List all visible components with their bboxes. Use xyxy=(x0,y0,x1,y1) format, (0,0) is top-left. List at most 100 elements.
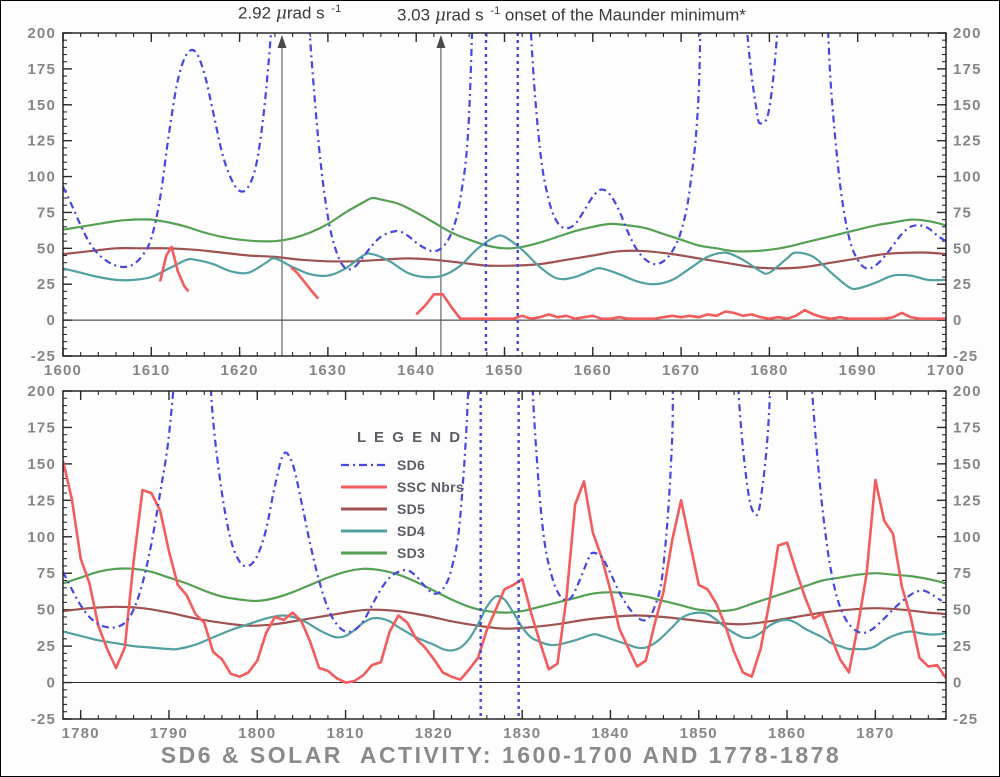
svg-text:1660: 1660 xyxy=(574,362,612,379)
svg-text:200: 200 xyxy=(953,383,982,400)
svg-text:175: 175 xyxy=(27,419,56,436)
svg-text:50: 50 xyxy=(37,240,56,257)
series-sd4 xyxy=(63,594,946,652)
svg-text:1860: 1860 xyxy=(768,725,806,742)
svg-text:1870: 1870 xyxy=(856,725,894,742)
legend-item-sd6: SD6 xyxy=(339,454,509,476)
series-ssc-nbrs xyxy=(63,460,946,684)
series-sd6 xyxy=(63,33,474,271)
mu-symbol: μ xyxy=(434,5,446,26)
svg-text:50: 50 xyxy=(37,602,56,619)
svg-text:200: 200 xyxy=(953,25,982,42)
series-sd5 xyxy=(63,247,946,270)
svg-text:25: 25 xyxy=(953,276,972,293)
series-sd6 xyxy=(531,391,943,635)
svg-text:50: 50 xyxy=(953,602,972,619)
legend: L E G E N D SD6 SSC Nbrs SD5 SD4 SD3 xyxy=(339,429,509,564)
series-ssc-nbrs xyxy=(289,266,320,300)
svg-text:125: 125 xyxy=(27,492,56,509)
svg-text:125: 125 xyxy=(953,492,982,509)
svg-text:175: 175 xyxy=(953,419,982,436)
svg-text:1840: 1840 xyxy=(591,725,629,742)
svg-text:1630: 1630 xyxy=(309,362,347,379)
chart-title: SD6 & SOLAR ACTIVITY: 1600-1700 AND 1778… xyxy=(160,742,842,768)
annotation-value: 3.03 xyxy=(397,5,435,25)
legend-line-sample xyxy=(341,551,387,555)
svg-text:125: 125 xyxy=(953,133,982,150)
svg-text:1700: 1700 xyxy=(927,362,965,379)
svg-text:0: 0 xyxy=(953,312,963,329)
series-group xyxy=(63,33,946,320)
svg-text:-25: -25 xyxy=(31,348,56,365)
legend-label: SSC Nbrs xyxy=(397,479,464,495)
svg-text:1810: 1810 xyxy=(326,725,364,742)
svg-text:75: 75 xyxy=(953,204,972,221)
legend-line-sample xyxy=(341,463,387,467)
svg-text:0: 0 xyxy=(46,675,56,692)
axis-ticks xyxy=(62,32,947,357)
legend-item-ssc-nbrs: SSC Nbrs xyxy=(339,476,509,498)
svg-text:1600: 1600 xyxy=(44,362,82,379)
svg-text:150: 150 xyxy=(27,456,56,473)
series-sd5 xyxy=(63,605,946,630)
svg-text:100: 100 xyxy=(27,169,56,186)
svg-text:25: 25 xyxy=(953,638,972,655)
svg-text:1830: 1830 xyxy=(503,725,541,742)
svg-text:1680: 1680 xyxy=(750,362,788,379)
svg-text:0: 0 xyxy=(46,312,56,329)
annotation-value: 2.92 xyxy=(238,3,276,23)
panel-frame xyxy=(62,390,947,720)
svg-text:50: 50 xyxy=(953,240,972,257)
svg-text:175: 175 xyxy=(27,61,56,78)
series-ssc-nbrs xyxy=(415,293,946,320)
legend-line-sample xyxy=(341,507,387,511)
svg-text:75: 75 xyxy=(953,565,972,582)
legend-label: SD5 xyxy=(397,501,426,517)
mu-symbol: μ xyxy=(275,3,287,24)
legend-item-sd5: SD5 xyxy=(339,498,509,520)
svg-text:175: 175 xyxy=(953,61,982,78)
svg-text:1850: 1850 xyxy=(680,725,718,742)
panel-frame xyxy=(62,32,947,357)
legend-item-sd3: SD3 xyxy=(339,542,509,564)
annotation-rotation-rate-2: 3.03 μrad s -1 onset of the Maunder mini… xyxy=(397,5,746,26)
legend-item-sd4: SD4 xyxy=(339,520,509,542)
top-panel: 1600 1610 1620 1630 1640 1650 1660 1670 1680 1690… xyxy=(27,25,982,379)
legend-title: L E G E N D xyxy=(357,429,463,446)
annotation-exponent: -1 xyxy=(331,3,342,15)
svg-text:150: 150 xyxy=(953,97,982,114)
annotation-exponent: -1 xyxy=(490,5,501,17)
series-ssc-nbrs xyxy=(158,245,190,293)
svg-text:25: 25 xyxy=(37,638,56,655)
bottom-panel: 1780 1790 1800 1810 1820 1830 1840 1850 1860 1870… xyxy=(27,383,982,742)
series-sd3 xyxy=(63,567,946,614)
svg-text:1620: 1620 xyxy=(221,362,259,379)
svg-text:125: 125 xyxy=(27,133,56,150)
annotation-unit: rad s xyxy=(445,5,489,25)
svg-text:0: 0 xyxy=(953,675,963,692)
svg-text:1640: 1640 xyxy=(397,362,435,379)
svg-text:1690: 1690 xyxy=(839,362,877,379)
series-sd6 xyxy=(63,391,470,634)
svg-text:1670: 1670 xyxy=(662,362,700,379)
axis-labels: 1600 1610 1620 1630 1640 1650 1660 1670 1680 1690… xyxy=(27,25,982,379)
svg-text:-25: -25 xyxy=(953,348,978,365)
svg-text:1800: 1800 xyxy=(238,725,276,742)
axis-labels: 1780 1790 1800 1810 1820 1830 1840 1850 1860 1870… xyxy=(27,383,982,742)
series-group xyxy=(63,391,946,684)
svg-text:1780: 1780 xyxy=(62,725,100,742)
annotation-rest: onset of the Maunder minimum* xyxy=(500,5,746,25)
legend-line-sample xyxy=(341,529,387,533)
legend-label: SD6 xyxy=(397,457,426,473)
legend-line-sample xyxy=(341,485,387,489)
svg-text:100: 100 xyxy=(27,529,56,546)
svg-text:75: 75 xyxy=(37,204,56,221)
svg-text:75: 75 xyxy=(37,565,56,582)
legend-label: SD4 xyxy=(397,523,426,539)
svg-text:1610: 1610 xyxy=(132,362,170,379)
svg-text:100: 100 xyxy=(953,529,982,546)
annotation-unit: rad s xyxy=(286,3,330,23)
annotation-arrow xyxy=(277,35,287,356)
